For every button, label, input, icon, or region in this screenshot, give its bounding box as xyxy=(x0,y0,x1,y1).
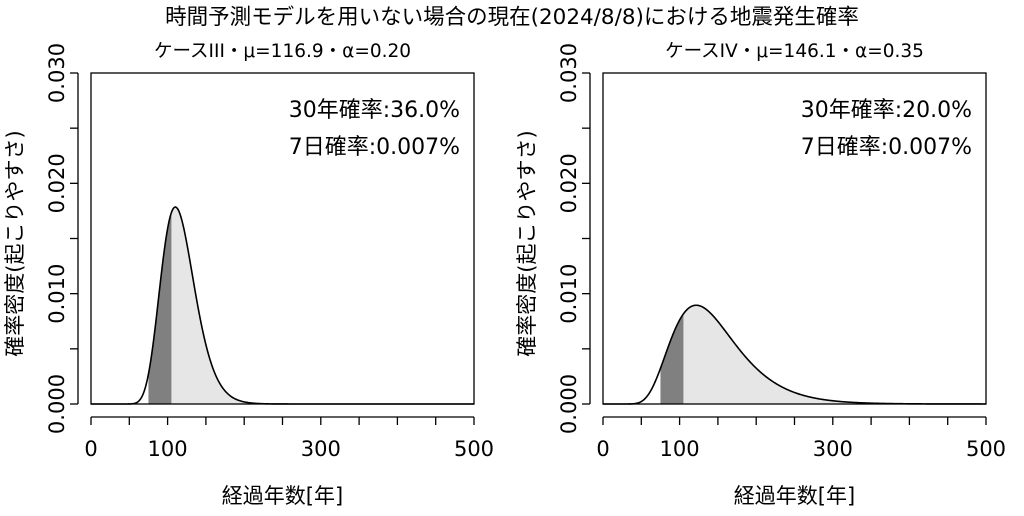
y-tick-label: 0.030 xyxy=(45,43,69,103)
plot-frame xyxy=(602,72,987,405)
x-tick-label: 0 xyxy=(596,437,609,461)
chart-panel-1: 0 100 300 500 0.000 0.010 0.020 0.030 ケースIII・μ=1… xyxy=(3,41,494,508)
y-axis-label: 確率密度(起こりやすさ) xyxy=(3,130,27,356)
y-tick-label: 0.000 xyxy=(557,374,581,434)
y-axis-label: 確率密度(起こりやすさ) xyxy=(515,130,539,356)
light-shaded-area xyxy=(683,305,910,404)
x-tick-label: 300 xyxy=(301,437,341,461)
dark-shaded-area xyxy=(660,313,684,404)
y-tick-label: 0.010 xyxy=(557,264,581,324)
x-axis-label: 経過年数[年] xyxy=(734,484,855,508)
y-tick-label: 0.020 xyxy=(45,153,69,213)
chart-panel-2: 0 100 300 500 0.000 0.010 0.020 0.030 ケースIV・μ=14… xyxy=(515,41,1006,508)
x-tick-label: 0 xyxy=(84,437,97,461)
x-tick-label: 500 xyxy=(454,437,494,461)
density-curve xyxy=(91,206,474,405)
figure-title: 時間予測モデルを用いない場合の現在(2024/8/8)における地震発生確率 xyxy=(165,5,859,30)
x-tick-label: 500 xyxy=(966,437,1006,461)
x-tick-label: 100 xyxy=(660,437,700,461)
y-tick-label: 0.010 xyxy=(45,264,69,324)
light-shaded-area xyxy=(171,207,321,404)
y-tick-label: 0.000 xyxy=(45,374,69,434)
chart-subtitle: ケースIII・μ=116.9・α=0.20 xyxy=(154,41,411,62)
chart-subtitle: ケースIV・μ=146.1・α=0.35 xyxy=(665,41,924,62)
dark-shaded-area xyxy=(148,212,172,404)
probability-annotation: 30年確率:20.0% xyxy=(801,98,972,123)
x-axis-label: 経過年数[年] xyxy=(222,484,343,508)
y-tick-label: 0.030 xyxy=(557,43,581,103)
x-tick-label: 300 xyxy=(813,437,853,461)
plot-frame xyxy=(90,72,475,405)
probability-annotation: 7日確率:0.007% xyxy=(289,135,460,160)
probability-annotation: 7日確率:0.007% xyxy=(801,135,972,160)
probability-annotation: 30年確率:36.0% xyxy=(289,98,460,123)
y-tick-label: 0.020 xyxy=(557,153,581,213)
x-tick-label: 100 xyxy=(148,437,188,461)
